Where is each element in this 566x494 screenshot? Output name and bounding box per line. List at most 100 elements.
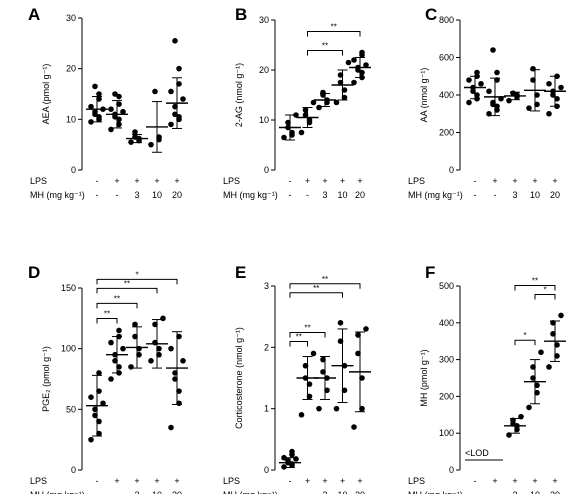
data-point [466, 99, 472, 106]
data-point [341, 387, 348, 394]
data-point [298, 412, 305, 418]
group-lps-value: + [512, 476, 517, 486]
significance-bracket [96, 278, 178, 285]
data-point [281, 464, 287, 470]
data-point [355, 350, 361, 357]
data-point [341, 94, 348, 101]
data-point [302, 112, 309, 118]
y-tick-label: 400 [439, 90, 454, 100]
data-point [289, 448, 295, 455]
group-lps-value: + [114, 176, 119, 186]
data-point [310, 350, 317, 357]
data-point [92, 412, 98, 419]
data-point [168, 121, 174, 128]
data-point [116, 101, 122, 107]
data-point [176, 81, 182, 87]
group-mh-value: 20 [550, 490, 560, 494]
data-point [148, 358, 154, 364]
group-mh-value: 10 [337, 490, 347, 494]
significance-bracket [307, 31, 361, 37]
data-point [172, 111, 178, 118]
y-tick-label: 50 [66, 404, 76, 414]
group-lps-value: - [96, 176, 99, 186]
data-point [285, 119, 291, 126]
group-lps-value: + [492, 476, 497, 486]
y-tick-label: 30 [259, 15, 269, 25]
data-point [359, 69, 365, 76]
data-point [534, 101, 540, 108]
data-point [96, 418, 102, 425]
data-point [316, 405, 322, 412]
group-lps-value: - [289, 476, 292, 486]
group-mh-value: 10 [337, 190, 347, 200]
y-tick-label: 600 [439, 53, 454, 63]
data-point [88, 436, 94, 443]
data-point [302, 362, 309, 369]
data-point [302, 107, 309, 113]
data-point [128, 139, 134, 145]
data-point [108, 376, 114, 382]
group-lps-value: + [512, 176, 517, 186]
group-mh-value: 20 [355, 490, 365, 494]
group-lps-value: + [340, 476, 345, 486]
data-point [168, 424, 174, 431]
data-point [478, 80, 484, 87]
group-mh-value: - [494, 190, 497, 200]
data-point [116, 121, 122, 128]
data-point [554, 353, 560, 359]
row-label-mh: MH (mg kg⁻¹) [30, 190, 85, 200]
group-mh-value: - [306, 190, 309, 200]
data-point [546, 110, 552, 117]
data-point [168, 345, 174, 352]
data-point [176, 333, 182, 340]
y-tick-label: 10 [66, 114, 76, 124]
data-point [530, 77, 536, 83]
group-lps-value: + [340, 176, 345, 186]
group-mh-value: 20 [172, 490, 182, 494]
data-point [355, 332, 361, 338]
significance-bracket [534, 293, 556, 300]
significance-label: * [135, 270, 138, 279]
row-label-mh: MH (mg kg⁻¹) [30, 490, 85, 494]
significance-bracket [514, 284, 556, 291]
group-mh-value: 3 [134, 490, 139, 494]
y-tick-label: 0 [449, 165, 454, 175]
data-point [96, 114, 102, 120]
data-point [494, 69, 500, 76]
data-point [96, 96, 102, 102]
data-point [180, 96, 186, 102]
y-axis-label: 2-AG (nmol g⁻¹) [234, 63, 244, 127]
data-point [534, 382, 540, 389]
data-point [148, 141, 154, 148]
data-point [180, 358, 186, 364]
data-point [120, 108, 126, 115]
group-mh-value: 10 [530, 490, 540, 494]
group-lps-value: + [552, 476, 557, 486]
data-point [550, 331, 556, 337]
row-label-mh: MH (mg kg⁻¹) [223, 190, 278, 200]
row-label-lps: LPS [408, 476, 425, 486]
data-point [359, 405, 365, 412]
y-tick-label: 0 [71, 165, 76, 175]
data-point [333, 99, 340, 106]
group-lps-value: - [96, 476, 99, 486]
group-lps-value: + [174, 176, 179, 186]
row-label-lps: LPS [223, 176, 240, 186]
significance-bracket [289, 283, 361, 289]
data-point [306, 393, 313, 400]
group-lps-value: + [154, 176, 159, 186]
y-tick-label: 2 [264, 342, 269, 352]
data-point [526, 404, 532, 411]
group-mh-value: 20 [355, 190, 365, 200]
y-tick-label: 300 [439, 355, 454, 365]
data-point [558, 84, 564, 91]
data-point [351, 424, 357, 430]
group-mh-value: 10 [152, 190, 162, 200]
group-mh-value: 3 [512, 490, 517, 494]
data-point [120, 345, 126, 352]
row-label-mh: MH (mg kg⁻¹) [223, 490, 278, 494]
data-point [172, 376, 178, 382]
data-point [530, 375, 536, 381]
group-mh-value: - [306, 490, 309, 494]
data-point [116, 364, 122, 370]
